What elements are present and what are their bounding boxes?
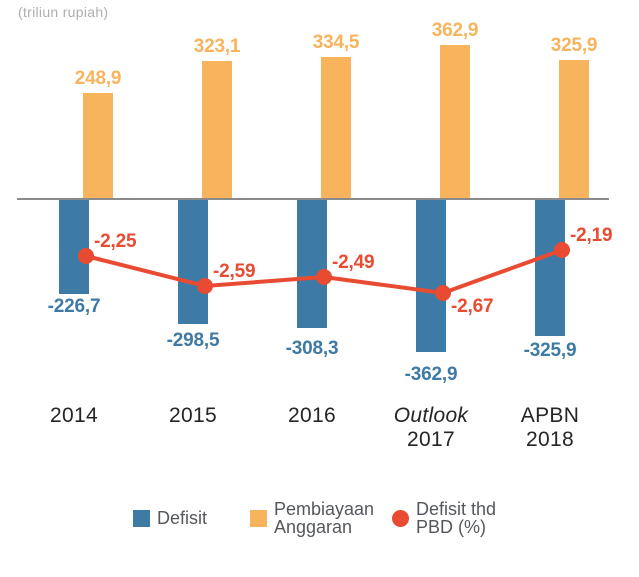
legend-label: Defisit thd PBD (%) [416, 500, 496, 536]
x-axis-label-line: 2015 [169, 404, 217, 427]
legend-label-line: Pembiayaan [274, 499, 375, 519]
financing-value-label: 362,9 [431, 19, 479, 41]
x-axis-label-line: APBN [520, 404, 580, 427]
legend-label-line: PBD (%) [416, 517, 487, 537]
legend-item-defisit: Defisit [133, 509, 207, 527]
financing-bar [202, 61, 232, 198]
deficit-bar [535, 198, 565, 336]
legend-square-swatch [250, 509, 267, 527]
financing-bar [321, 56, 351, 198]
chart-unit-label: (triliun rupiah) [18, 4, 109, 20]
x-axis-label: 2015 [118, 404, 268, 428]
financing-value-label: 325,9 [550, 35, 598, 57]
deficit-bar [297, 198, 327, 329]
deficit-value-label: -308,3 [285, 338, 339, 360]
financing-value-label: 248,9 [74, 67, 122, 89]
deficit-value-label: -325,9 [523, 339, 577, 361]
legend-item-defisit-thd: Defisit thd PBD (%) [392, 500, 496, 536]
pct-value-label: -2,49 [332, 252, 375, 273]
legend-label: Defisit [157, 509, 207, 527]
zero-axis-line [17, 198, 609, 200]
financing-value-label: 334,5 [312, 31, 360, 53]
x-axis-label-line: Outlook [393, 404, 469, 427]
pct-value-label: -2,19 [570, 225, 613, 246]
legend-label: Pembiayaan Anggaran [274, 500, 374, 536]
x-axis-label: Outlook 2017 [356, 404, 506, 452]
legend-square-swatch [133, 509, 150, 527]
x-axis-label: 2016 [237, 404, 387, 428]
pct-value-label: -2,67 [451, 296, 494, 317]
financing-bar [559, 60, 589, 198]
legend-item-pembiayaan: Pembiayaan Anggaran [250, 500, 374, 536]
financing-bar [83, 92, 113, 198]
x-axis-label: APBN 2018 [475, 404, 625, 452]
pct-value-label: -2,25 [94, 231, 137, 252]
deficit-bar [59, 198, 89, 294]
deficit-bar [416, 198, 446, 352]
legend-label-line: Defisit thd [416, 499, 497, 519]
deficit-value-label: -298,5 [166, 330, 220, 352]
x-axis-label-line: 2014 [50, 404, 98, 427]
financing-value-label: 323,1 [193, 36, 241, 58]
pct-value-label: -2,59 [213, 261, 256, 282]
x-axis-label-line: 2017 [407, 428, 455, 451]
legend-label-line: Defisit [157, 508, 208, 528]
x-axis-label-line: 2016 [288, 404, 336, 427]
deficit-value-label: -362,9 [404, 363, 458, 385]
x-axis-label-line: 2018 [526, 428, 574, 451]
deficit-value-label: -226,7 [47, 295, 101, 317]
legend-label-line: Anggaran [274, 517, 353, 537]
deficit-bar [178, 198, 208, 325]
x-axis-label: 2014 [0, 404, 149, 428]
financing-bar [440, 44, 470, 198]
legend-circle-swatch [392, 509, 409, 527]
